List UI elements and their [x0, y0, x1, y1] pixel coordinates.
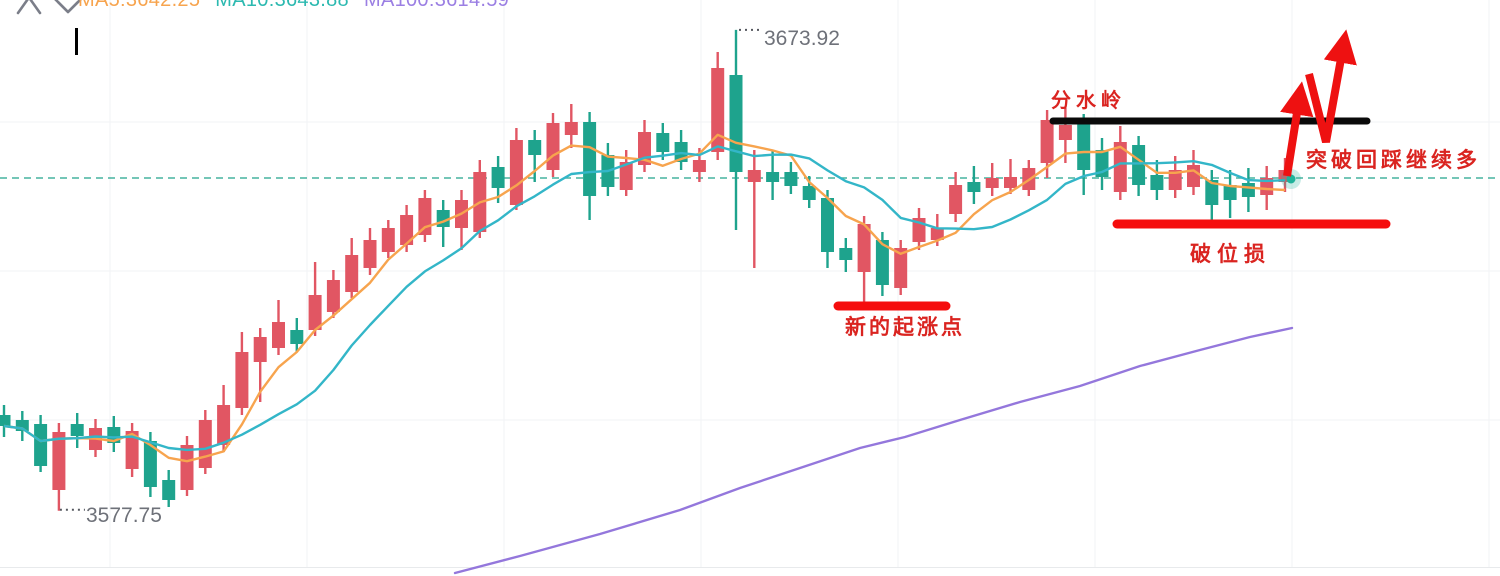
candle-body	[692, 160, 706, 172]
candle-body	[0, 415, 11, 426]
candle-body	[839, 248, 853, 260]
text-cursor	[75, 28, 78, 55]
candle-body	[1168, 170, 1182, 190]
candle-body	[949, 185, 963, 214]
candle-body	[894, 248, 908, 288]
candle-body	[235, 352, 249, 408]
candle-body	[1132, 145, 1146, 185]
candle-body	[875, 240, 889, 285]
candle-body	[546, 123, 560, 170]
candle-body	[1241, 183, 1255, 197]
candle-body	[967, 182, 981, 192]
candle-body	[217, 405, 231, 445]
candle-body	[656, 133, 670, 152]
drawing-toolbar	[16, 0, 84, 15]
high-price-label: 3673.92	[764, 27, 840, 50]
annotation-watershed-label[interactable]: 分水岭	[1051, 90, 1126, 112]
candle-body	[125, 431, 139, 469]
candle-body	[802, 186, 816, 200]
candle-body	[1205, 180, 1219, 205]
candle-body	[198, 420, 212, 468]
candle-body	[985, 178, 999, 188]
candle-body	[1077, 123, 1091, 170]
candle-body	[162, 480, 176, 500]
ma5-line	[3, 133, 1286, 463]
candle-body	[363, 240, 377, 268]
legend-item-1: MA10:3643.88	[215, 0, 349, 11]
annotation-stoploss-label[interactable]: 破位损	[1190, 243, 1271, 266]
candle-body	[290, 330, 304, 344]
low-price-label: 3577.75	[86, 504, 162, 527]
annotation-newrise-label[interactable]: 新的起涨点	[845, 316, 965, 339]
candle-body	[784, 172, 798, 186]
candle-body	[418, 198, 432, 235]
legend-item-0: MA5:3642.25	[78, 0, 201, 11]
candle-body	[308, 295, 322, 330]
legend-item-2: MA100:3614.59	[363, 0, 510, 11]
candle-body	[326, 280, 340, 312]
candle-body	[34, 424, 48, 466]
candle-body	[52, 432, 66, 490]
candle-body	[509, 140, 523, 205]
candle-body	[821, 198, 834, 252]
ma100-line	[453, 326, 1294, 575]
candle-body	[1260, 178, 1274, 195]
candle-body	[729, 75, 743, 172]
candle-body	[711, 68, 725, 152]
layers-icon[interactable]	[52, 0, 84, 14]
candle-body	[143, 441, 157, 487]
candle-body	[1058, 125, 1072, 140]
candle-body	[180, 445, 194, 490]
ma-legend: MA5:3642.25 MA10:3643.88 MA100:3614.59	[78, 0, 509, 12]
annotation-breakout-label[interactable]: 突破回踩继续多	[1306, 149, 1481, 172]
candle-body	[528, 140, 542, 155]
ma10-line	[3, 145, 1286, 452]
candle-body	[381, 228, 395, 252]
candle-body	[583, 122, 597, 196]
candle-body	[1040, 120, 1054, 163]
candle-body	[1187, 165, 1200, 187]
candle-body	[400, 215, 414, 245]
candle-body	[1113, 142, 1127, 192]
candle-body	[619, 162, 633, 190]
breakout-arrow-1[interactable]	[1280, 81, 1314, 177]
close-icon[interactable]	[16, 0, 42, 15]
candle-body	[747, 170, 761, 182]
candle-body	[1004, 177, 1017, 188]
candle-body	[1223, 185, 1237, 200]
candle-body	[564, 122, 578, 135]
candle-body	[345, 255, 359, 292]
candle-body	[766, 172, 780, 182]
candle-body	[15, 420, 29, 431]
candle-body	[491, 167, 505, 188]
breakout-arrow-2[interactable]	[1305, 29, 1357, 143]
last-price-dot	[1286, 174, 1296, 184]
candle-body	[930, 228, 944, 240]
candle-body	[70, 424, 84, 436]
candle-body	[1150, 175, 1164, 190]
candle-body	[857, 224, 871, 272]
candle-body	[272, 322, 285, 348]
candle-body	[253, 337, 267, 362]
